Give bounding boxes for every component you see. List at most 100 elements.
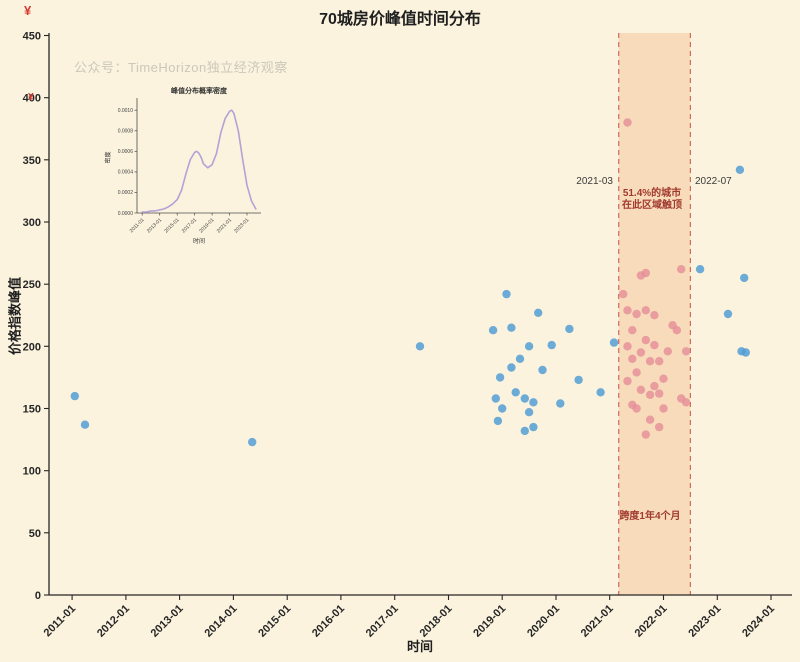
data-point	[529, 422, 538, 432]
inset-x-tick-label: 2021-01	[216, 217, 233, 234]
data-point	[650, 311, 659, 320]
inset-x-tick-label: 2011-01	[129, 217, 146, 234]
data-point	[723, 309, 733, 319]
data-point	[248, 437, 257, 447]
data-point	[645, 415, 655, 424]
band-stat-annotation: 51.4%的城市 在此区域触顶	[622, 188, 682, 212]
x-tick-label: 2020-01	[525, 603, 562, 640]
data-point	[632, 309, 641, 319]
data-point	[641, 430, 650, 439]
inset-y-tick-label: 0.0010	[118, 108, 134, 114]
data-point	[515, 354, 525, 363]
data-point	[681, 347, 691, 356]
x-tick-label: 2018-01	[418, 603, 455, 640]
data-point	[502, 289, 511, 299]
data-point	[650, 340, 659, 350]
data-point	[520, 394, 529, 403]
data-point	[495, 373, 505, 382]
data-point	[681, 398, 691, 407]
data-point	[672, 326, 682, 335]
inset-y-tick-label: 0.0000	[118, 211, 134, 217]
watermark: 公众号：TimeHorizon独立经济观察	[74, 60, 288, 75]
x-tick-label: 2017-01	[364, 603, 401, 640]
data-point	[628, 326, 637, 335]
inset-x-tick-label: 2019-01	[198, 217, 215, 234]
inset-y-tick-label: 0.0008	[118, 129, 134, 135]
data-point	[632, 404, 641, 413]
data-point	[488, 326, 498, 335]
data-point	[645, 390, 655, 399]
x-tick-label: 2023-01	[686, 603, 723, 640]
data-point	[507, 323, 516, 332]
y-tick-label: 250	[23, 279, 41, 291]
band-start-date-label: 2021-03	[576, 176, 613, 187]
data-point	[619, 289, 628, 299]
data-point	[659, 404, 668, 413]
data-point	[623, 306, 632, 315]
data-point	[741, 348, 750, 357]
y-tick-label: 0	[35, 590, 41, 602]
data-point	[623, 376, 632, 386]
data-point	[491, 394, 500, 403]
data-point	[80, 420, 90, 429]
data-point	[632, 368, 641, 377]
inset-density-chart: 峰值分布概率密度 0.0000 0.0002 0.0004 0.0006 0.0008 0.…	[104, 86, 261, 245]
inset-y-tick-label: 0.0004	[118, 170, 134, 176]
x-tick-label: 2015-01	[256, 603, 293, 640]
inset-x-tick-label: 2013-01	[146, 217, 163, 234]
data-point	[645, 357, 655, 366]
data-point	[520, 426, 529, 436]
band-span-annotation: 跨度1年4个月	[619, 511, 681, 522]
data-point	[636, 348, 646, 357]
inset-y-axis-label: 密度	[104, 151, 112, 163]
data-point	[498, 404, 507, 413]
y-tick-label: 300	[23, 217, 41, 229]
y-tick-label: 100	[23, 466, 41, 478]
inset-y-tick-label: 0.0002	[118, 190, 134, 196]
y-tick-label: 450	[23, 31, 41, 43]
inset-title: 峰值分布概率密度	[171, 86, 228, 95]
series-peak-outside-band	[70, 165, 750, 447]
y-axis-label: 价格指数峰值	[7, 276, 23, 356]
y-tick-label: 200	[23, 341, 41, 353]
data-point	[641, 335, 650, 345]
data-point	[677, 265, 686, 274]
data-point	[511, 388, 520, 397]
band-stat-line1: 51.4%的城市	[622, 188, 682, 199]
data-point	[636, 385, 646, 394]
data-point	[655, 357, 664, 366]
band-end-date-label: 2022-07	[695, 176, 732, 187]
y-tick-label: 150	[23, 404, 41, 416]
inset-x-axis-label: 时间	[193, 237, 205, 245]
inset-x-tick-label: 2015-01	[163, 217, 180, 234]
inset-y-tick-label: 0.0006	[118, 149, 134, 155]
x-tick-label: 2016-01	[310, 603, 347, 640]
data-point	[663, 347, 672, 356]
data-point	[628, 354, 637, 363]
x-tick-label: 2011-01	[42, 603, 79, 640]
x-tick-label: 2019-01	[471, 603, 508, 640]
data-point	[574, 375, 583, 385]
band-stat-line2: 在此区域触顶	[622, 200, 682, 211]
data-point	[529, 398, 538, 407]
x-tick-label: 2021-01	[579, 603, 616, 640]
yen-currency-mark-axis: ¥	[28, 92, 34, 103]
data-point	[735, 165, 745, 174]
data-point	[655, 422, 664, 432]
chart-title: 70城房价峰值时间分布	[319, 11, 481, 28]
data-point	[695, 265, 705, 274]
data-point	[556, 399, 565, 408]
data-point	[641, 306, 650, 315]
yen-currency-mark-top: ¥	[24, 3, 32, 18]
data-point	[641, 268, 650, 278]
data-point	[70, 391, 80, 401]
x-tick-label: 2024-01	[740, 603, 777, 640]
data-point	[524, 408, 534, 417]
x-tick-label: 2012-01	[95, 603, 132, 640]
data-point	[547, 340, 556, 350]
y-tick-label: 400	[23, 93, 41, 105]
x-tick-label: 2013-01	[149, 603, 186, 640]
data-point	[524, 342, 534, 351]
